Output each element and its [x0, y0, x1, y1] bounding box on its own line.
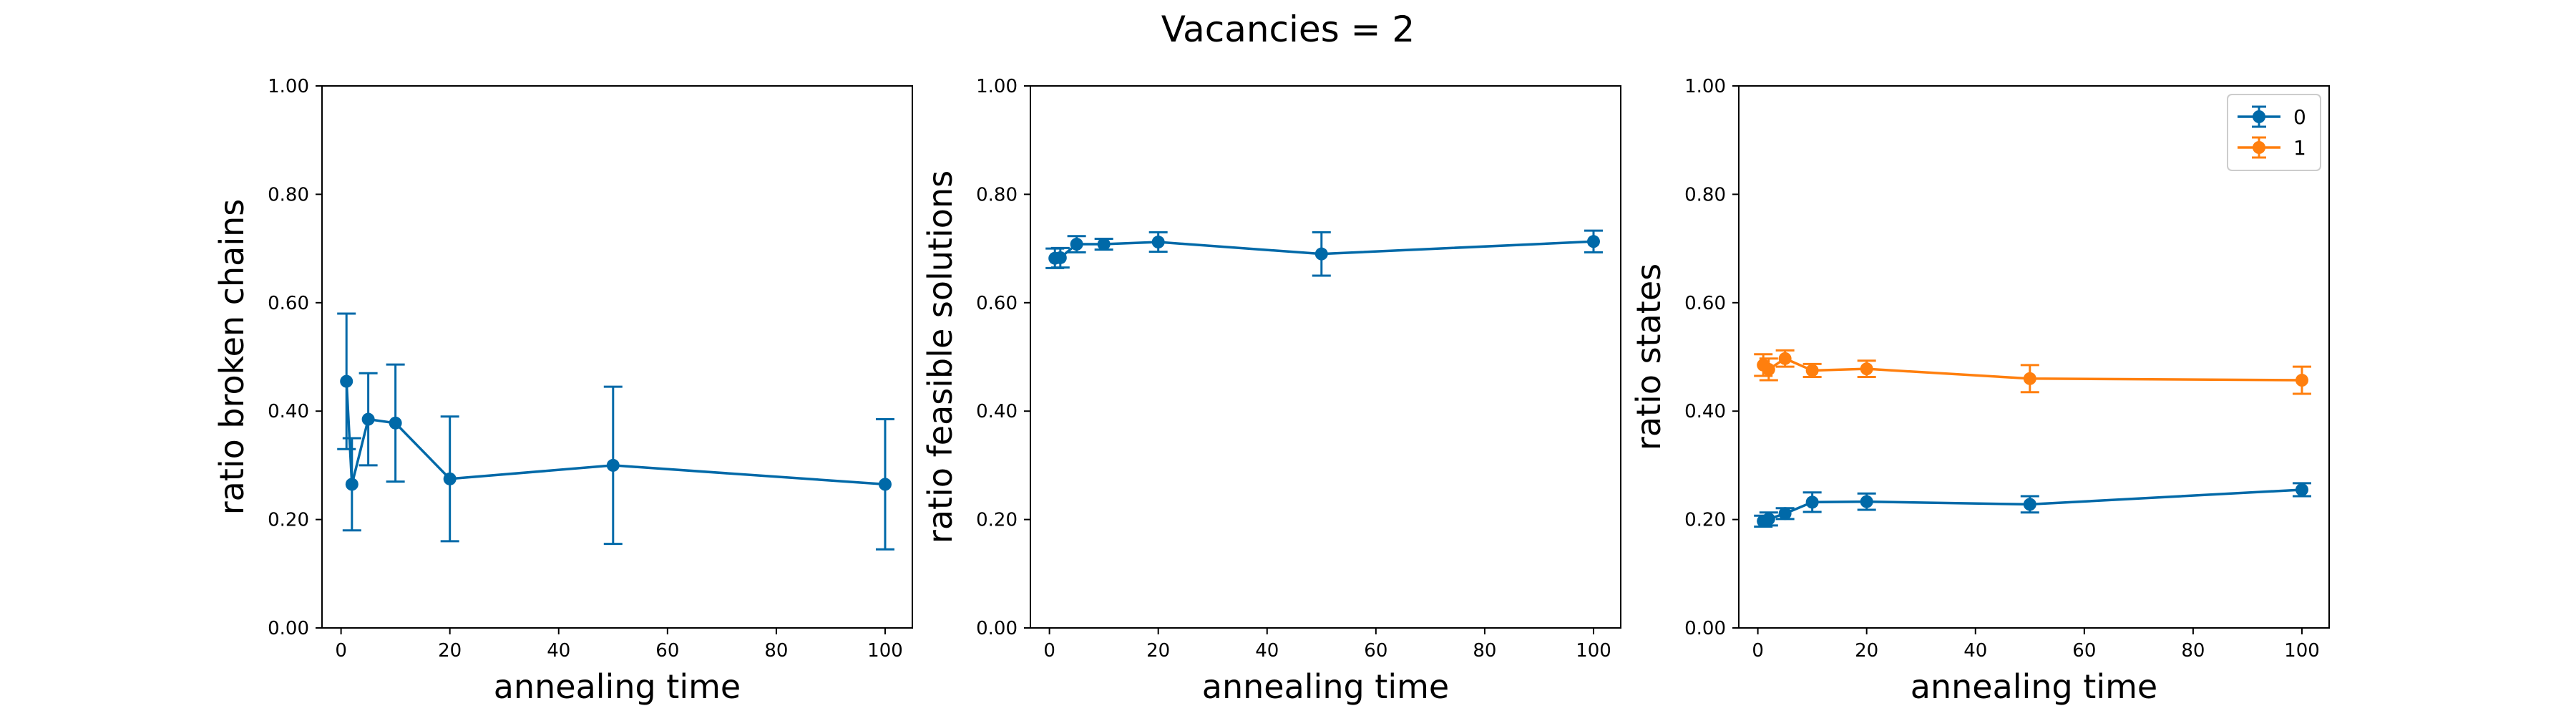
legend-marker	[2253, 110, 2265, 123]
legend: 01	[2227, 94, 2321, 171]
data-point	[2295, 483, 2308, 496]
x-tick-label: 100	[1576, 640, 1611, 662]
data-point	[1586, 235, 1600, 248]
x-tick-label: 60	[655, 640, 679, 662]
y-tick-label: 1.00	[1684, 76, 1726, 97]
subplot-0: 0 20 40 60 80 100 0.00 0.20 0.40 0.60 0.80 1.00 anne…	[213, 76, 913, 706]
legend-box	[2227, 94, 2321, 171]
x-tick-label: 0	[1752, 640, 1764, 662]
plot-frame	[321, 85, 913, 629]
data-point	[345, 478, 358, 491]
data-point	[1053, 251, 1067, 264]
x-tick-label: 40	[547, 640, 570, 662]
data-point	[2295, 374, 2308, 387]
y-tick-label: 0.00	[1684, 618, 1726, 639]
data-point	[1860, 362, 1873, 376]
series-0	[1045, 229, 1603, 277]
x-tick-label: 20	[1855, 640, 1878, 662]
legend-label: 0	[2293, 105, 2306, 129]
data-point	[2023, 372, 2036, 385]
data-point	[1778, 507, 1792, 521]
data-point	[1762, 512, 1775, 526]
plot-frame	[1738, 85, 2330, 629]
data-point	[1151, 236, 1165, 249]
y-tick-label: 0.20	[1684, 510, 1726, 531]
y-tick-label: 0.00	[976, 618, 1018, 639]
x-tick-label: 60	[1364, 640, 1387, 662]
figure-title: Vacancies = 2	[1161, 9, 1415, 50]
x-tick-label: 20	[1146, 640, 1170, 662]
x-tick-label: 80	[1473, 640, 1496, 662]
y-tick-label: 1.00	[268, 76, 309, 97]
data-point	[1805, 495, 1819, 509]
data-point	[443, 472, 457, 485]
x-axis-label: annealing time	[494, 667, 741, 706]
series-0	[337, 312, 894, 551]
x-tick-label: 0	[335, 640, 347, 662]
data-point	[389, 416, 402, 430]
y-tick-label: 0.80	[976, 184, 1018, 205]
x-tick-label: 60	[2072, 640, 2096, 662]
subplot-2: 0 20 40 60 80 100 0.00 0.20 0.40 0.60 0.80 1.00 anne…	[1629, 76, 2330, 706]
x-tick-label: 80	[764, 640, 788, 662]
data-point	[1097, 238, 1111, 251]
series-1	[1754, 349, 2311, 395]
x-tick-label: 0	[1043, 640, 1055, 662]
x-tick-label: 100	[2284, 640, 2320, 662]
data-point	[361, 412, 375, 426]
data-point	[878, 478, 892, 491]
data-point	[340, 374, 353, 388]
y-tick-label: 0.60	[1684, 293, 1726, 314]
data-point	[1314, 247, 1328, 261]
x-tick-label: 40	[1963, 640, 1987, 662]
data-point	[1762, 362, 1775, 376]
data-point	[606, 458, 620, 472]
y-tick-label: 0.20	[976, 510, 1018, 531]
y-axis-label: ratio states	[1629, 263, 1668, 450]
plot-frame	[1030, 85, 1621, 629]
x-tick-label: 100	[867, 640, 903, 662]
x-tick-label: 20	[438, 640, 462, 662]
data-point	[1860, 495, 1873, 508]
y-tick-label: 1.00	[976, 76, 1018, 97]
y-tick-label: 0.60	[976, 293, 1018, 314]
subplot-1: 0 20 40 60 80 100 0.00 0.20 0.40 0.60 0.80 1.00 anne…	[921, 76, 1621, 706]
y-tick-label: 0.60	[268, 293, 309, 314]
series-0	[1754, 482, 2311, 528]
data-point	[1778, 352, 1792, 365]
y-tick-label: 0.20	[268, 510, 309, 531]
y-tick-label: 0.80	[268, 184, 309, 205]
y-tick-label: 0.00	[268, 618, 309, 639]
subplots: 0 20 40 60 80 1000.000.200.400.600.801.00anne…	[213, 76, 2330, 706]
data-point	[1070, 238, 1083, 251]
x-tick-label: 80	[2181, 640, 2205, 662]
y-axis-label: ratio feasible solutions	[921, 170, 960, 543]
data-point	[2023, 498, 2036, 511]
legend-marker	[2253, 141, 2265, 154]
y-tick-label: 0.40	[976, 401, 1018, 422]
x-tick-label: 40	[1255, 640, 1279, 662]
legend-label: 1	[2293, 136, 2306, 160]
y-tick-label: 0.40	[1684, 401, 1726, 422]
y-axis-label: ratio broken chains	[213, 199, 251, 516]
data-point	[1805, 364, 1819, 377]
y-tick-label: 0.80	[1684, 184, 1726, 205]
x-axis-label: annealing time	[1202, 667, 1449, 706]
x-axis-label: annealing time	[1911, 667, 2157, 706]
y-tick-label: 0.40	[268, 401, 309, 422]
